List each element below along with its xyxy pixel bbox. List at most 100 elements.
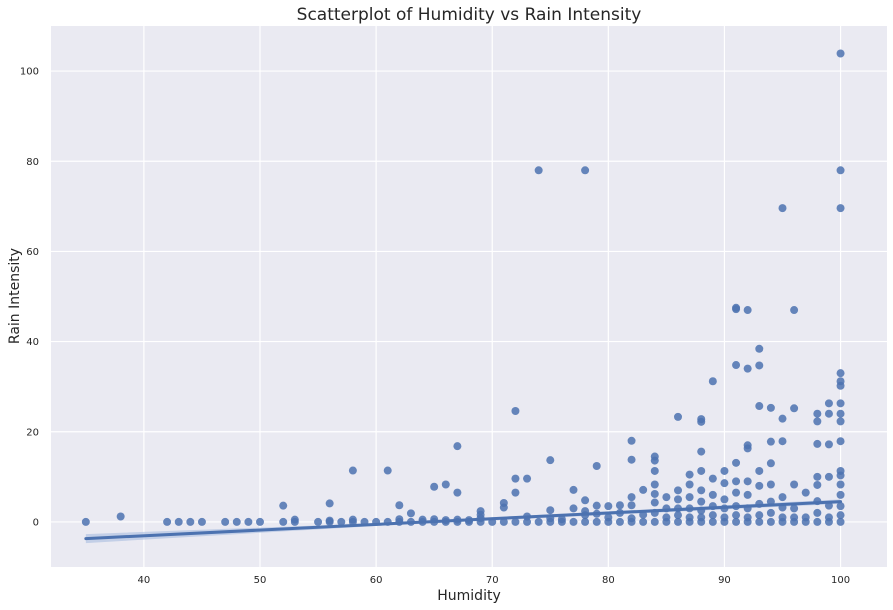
regression-line-group xyxy=(84,500,843,541)
chart-title: Scatterplot of Humidity vs Rain Intensit… xyxy=(297,5,642,25)
data-point xyxy=(650,489,659,498)
data-point xyxy=(755,402,764,411)
data-point xyxy=(708,474,717,483)
data-point xyxy=(813,439,822,448)
data-point xyxy=(836,490,845,499)
data-point xyxy=(395,515,404,524)
data-point xyxy=(581,496,590,505)
data-point xyxy=(836,511,845,520)
data-point xyxy=(778,204,787,213)
data-point xyxy=(174,517,183,526)
data-point xyxy=(720,479,729,488)
x-tick-label: 90 xyxy=(718,575,731,586)
data-point xyxy=(279,517,288,526)
data-point xyxy=(604,513,613,522)
data-point xyxy=(836,204,845,213)
data-point xyxy=(697,447,706,456)
data-point xyxy=(755,481,764,490)
data-point xyxy=(581,517,590,526)
plot-background xyxy=(51,26,887,567)
data-point xyxy=(743,477,752,486)
data-point xyxy=(569,485,578,494)
data-point xyxy=(592,501,601,510)
x-tick-label: 40 xyxy=(138,575,151,586)
data-point xyxy=(766,403,775,412)
data-point xyxy=(674,495,682,504)
data-point xyxy=(824,513,833,522)
data-point xyxy=(674,517,682,526)
data-point xyxy=(743,513,752,522)
data-point xyxy=(348,515,357,524)
data-point xyxy=(662,493,671,502)
data-point xyxy=(639,485,648,494)
data-point xyxy=(325,499,334,508)
data-point xyxy=(511,488,520,497)
data-point xyxy=(732,477,741,486)
data-point xyxy=(778,437,787,446)
data-point xyxy=(674,511,682,520)
data-point xyxy=(732,361,741,370)
data-point xyxy=(790,306,799,315)
data-point xyxy=(743,364,752,373)
data-point xyxy=(546,506,555,515)
y-tick-label: 100 xyxy=(20,67,39,78)
data-point xyxy=(511,474,520,483)
data-point xyxy=(836,399,845,408)
data-point xyxy=(813,417,822,426)
data-point xyxy=(778,513,787,522)
data-point xyxy=(627,493,636,502)
data-point xyxy=(790,404,799,413)
data-point xyxy=(499,498,508,507)
data-point xyxy=(511,517,520,526)
data-point xyxy=(836,166,845,175)
data-point xyxy=(766,480,775,489)
data-point xyxy=(627,455,636,464)
data-point xyxy=(650,498,659,507)
data-point xyxy=(813,409,822,418)
data-point xyxy=(697,513,706,522)
data-point xyxy=(81,517,90,526)
data-point xyxy=(824,399,833,408)
data-point xyxy=(650,466,659,475)
data-point xyxy=(801,488,810,497)
data-point xyxy=(546,456,555,465)
data-point xyxy=(720,466,729,475)
data-point xyxy=(813,517,822,526)
data-point xyxy=(685,513,694,522)
data-point xyxy=(755,344,764,353)
x-tick-label: 60 xyxy=(370,575,383,586)
data-point xyxy=(778,414,787,423)
data-point xyxy=(697,497,706,506)
data-point xyxy=(766,437,775,446)
y-tick-label: 20 xyxy=(26,427,39,438)
data-point xyxy=(732,517,741,526)
data-point xyxy=(813,472,822,481)
y-tick-label: 80 xyxy=(26,157,39,168)
x-tick-label: 50 xyxy=(254,575,267,586)
data-point xyxy=(534,517,543,526)
data-point xyxy=(743,490,752,499)
data-point xyxy=(708,511,717,520)
data-point xyxy=(116,512,125,521)
data-point xyxy=(755,466,764,475)
data-point xyxy=(732,511,741,520)
y-axis-label: Rain Intensity xyxy=(7,248,23,344)
data-point xyxy=(325,516,334,525)
data-point xyxy=(406,509,415,518)
data-point xyxy=(639,517,648,526)
data-point xyxy=(604,502,613,511)
data-point xyxy=(766,508,775,517)
data-point xyxy=(720,513,729,522)
data-point xyxy=(290,515,299,524)
data-point xyxy=(766,459,775,468)
data-point xyxy=(557,515,566,524)
data-point xyxy=(453,488,462,497)
data-point xyxy=(441,480,450,489)
data-point xyxy=(186,517,195,526)
data-point xyxy=(732,488,741,497)
data-point xyxy=(755,517,764,526)
data-point xyxy=(790,513,799,522)
data-point xyxy=(697,486,706,495)
data-point xyxy=(534,166,543,175)
data-point xyxy=(163,517,172,526)
